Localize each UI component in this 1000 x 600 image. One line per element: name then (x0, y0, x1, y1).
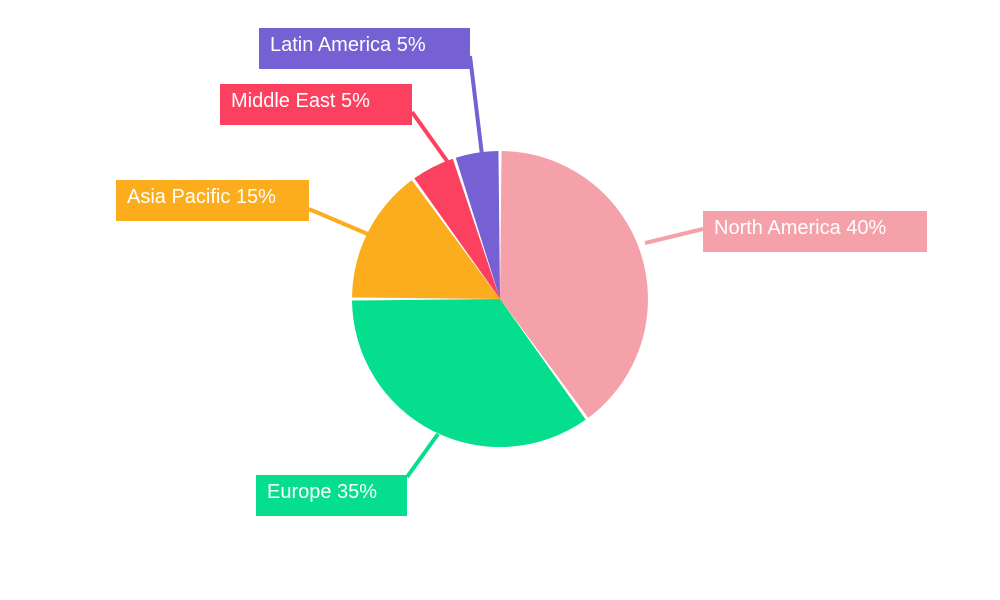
leader-lines-group (308, 55, 704, 479)
pie-label-north-america[interactable]: North America 40% (703, 211, 927, 252)
pie-slice-middle-east[interactable] (414, 158, 500, 299)
leader-line-middle-east (410, 110, 454, 170)
pie-label-latin-america[interactable]: Latin America 5% (259, 28, 470, 69)
leader-line-asia-pacific (308, 207, 371, 237)
leader-line-north-america (644, 227, 704, 245)
pie-slice-latin-america[interactable] (455, 151, 500, 299)
pie-slices-group (352, 151, 649, 447)
pie-slice-asia-pacific[interactable] (352, 180, 500, 299)
pie-slice-north-america[interactable] (500, 151, 649, 418)
pie-label-asia-pacific[interactable]: Asia Pacific 15% (116, 180, 309, 221)
pie-slice-europe[interactable] (352, 299, 586, 447)
pie-label-europe[interactable]: Europe 35% (256, 475, 407, 516)
pie-label-middle-east[interactable]: Middle East 5% (220, 84, 412, 125)
leader-line-europe (405, 432, 440, 479)
leader-line-latin-america (468, 55, 484, 156)
